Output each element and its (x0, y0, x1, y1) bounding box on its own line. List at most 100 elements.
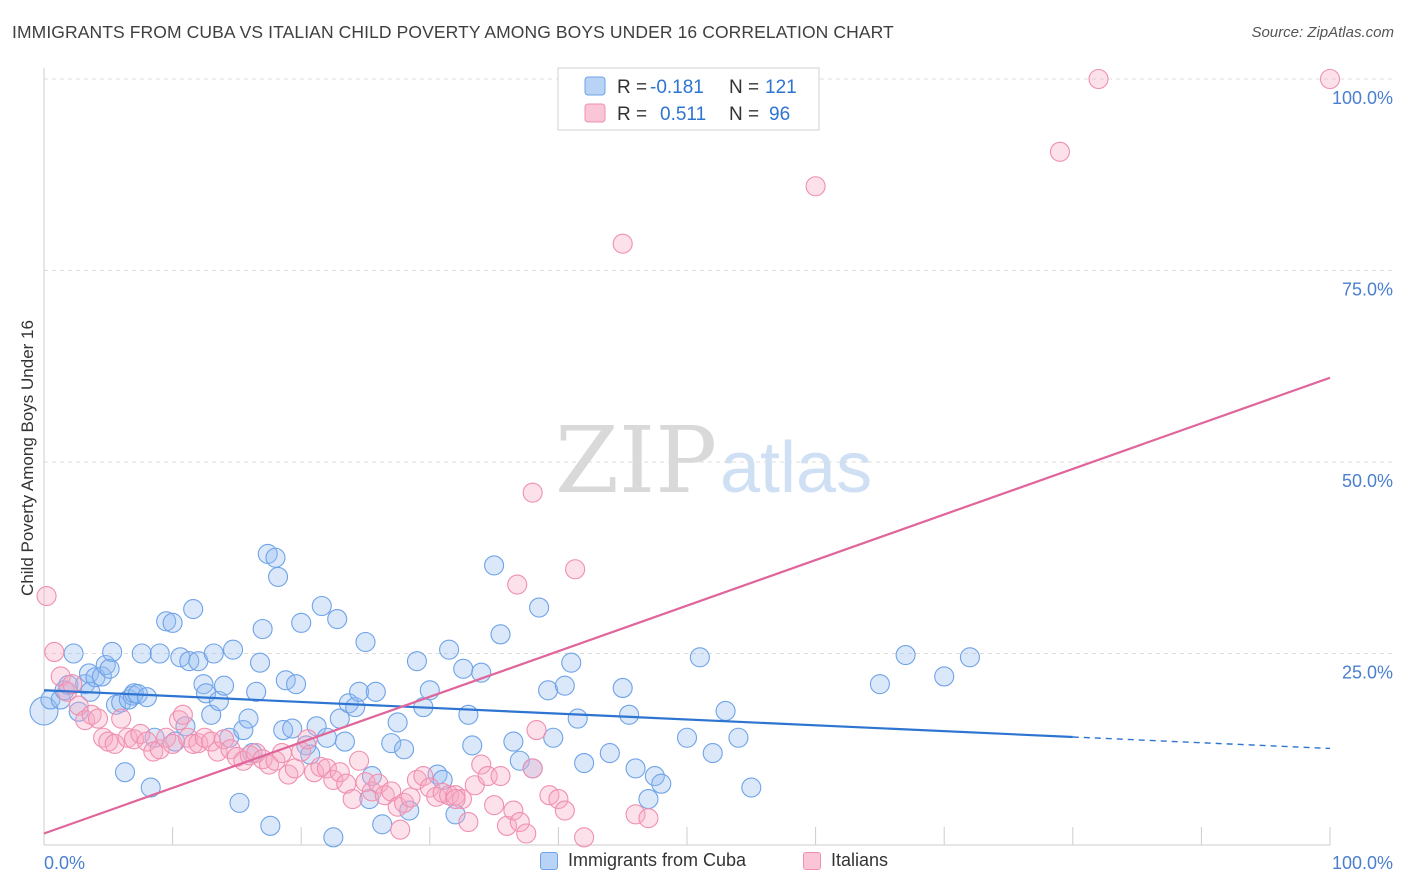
data-point (522, 482, 543, 503)
data-point (213, 729, 235, 750)
data-point (99, 658, 120, 679)
data-point (172, 704, 193, 725)
data-point (345, 697, 366, 718)
data-point (81, 704, 102, 725)
legend-r-label-cuba: R = (617, 77, 647, 98)
trendline-cuba (43, 689, 1073, 739)
y-tick-label: 50.0% (1342, 471, 1393, 491)
data-point (715, 700, 736, 722)
data-point (36, 585, 57, 607)
data-point (95, 654, 116, 676)
data-point (246, 681, 267, 702)
data-point (75, 710, 96, 731)
data-point (284, 758, 305, 779)
data-point (62, 674, 83, 695)
y-tick-label: 75.0% (1342, 280, 1393, 300)
data-point (869, 674, 890, 695)
data-point (394, 739, 415, 760)
data-point (741, 777, 762, 798)
data-point (381, 781, 402, 802)
y-axis-label: Child Poverty Among Boys Under 16 (18, 320, 37, 596)
data-point (278, 764, 299, 785)
data-point (188, 733, 209, 754)
data-point (503, 800, 524, 821)
data-point (156, 611, 177, 632)
data-point (168, 710, 190, 731)
data-point (561, 652, 582, 673)
data-point (233, 720, 254, 741)
data-point (554, 800, 575, 821)
data-point (323, 827, 344, 848)
data-point (406, 651, 427, 672)
data-point (260, 815, 281, 836)
data-point (702, 743, 723, 764)
bottom-legend: Immigrants from Cuba Italians (0, 850, 1406, 880)
data-point (484, 555, 505, 576)
data-point (1049, 141, 1070, 162)
data-point (895, 644, 916, 666)
data-point (63, 643, 84, 664)
data-point (372, 814, 393, 835)
data-point (304, 762, 325, 783)
data-point (496, 815, 518, 836)
data-point (349, 750, 370, 771)
data-point (91, 666, 112, 687)
data-point (445, 788, 466, 810)
data-point (565, 559, 586, 580)
legend-n-label-italians: N = (729, 104, 759, 125)
tick-labels: 25.0% 50.0% 75.0% 100.0% 0.0% 100.0% (44, 88, 1393, 873)
legend-swatch-cuba (584, 76, 606, 96)
data-point (413, 766, 434, 787)
data-point (453, 658, 474, 679)
legend-n-value-cuba: 121 (765, 77, 797, 98)
bottom-legend-label-italians: Italians (831, 850, 889, 870)
data-point (117, 727, 138, 748)
data-point (1088, 68, 1109, 90)
x-tick-label: 0.0% (44, 853, 85, 873)
data-point (612, 233, 633, 254)
data-point (268, 566, 289, 587)
data-point (625, 758, 646, 779)
data-point (291, 612, 312, 633)
series-italians (36, 68, 1341, 848)
bottom-legend-item-italians: Italians (803, 850, 888, 871)
legend-n-value-italians: 96 (769, 104, 790, 125)
data-point (229, 792, 250, 813)
data-point (805, 176, 826, 197)
data-point (311, 595, 332, 617)
data-point (246, 743, 267, 764)
chart-title: IMMIGRANTS FROM CUBA VS ITALIAN CHILD PO… (12, 22, 894, 42)
data-point (238, 708, 259, 729)
y-tick-label: 25.0% (1342, 663, 1393, 683)
data-point (390, 819, 411, 840)
data-point (400, 787, 421, 808)
data-point (87, 708, 109, 729)
data-point (574, 827, 595, 848)
data-point (406, 769, 427, 790)
data-point (44, 641, 65, 663)
legend-r-value-italians: 0.511 (660, 104, 706, 125)
data-point (203, 643, 224, 664)
data-point (529, 597, 550, 618)
data-point (490, 624, 511, 645)
legend-r-label-italians: R = (617, 104, 647, 125)
data-point (612, 677, 633, 699)
data-point (676, 727, 698, 748)
data-point (282, 718, 303, 739)
data-point (104, 733, 125, 754)
data-point (365, 681, 386, 702)
data-point (249, 652, 271, 673)
data-point (183, 599, 204, 620)
data-point (509, 750, 530, 771)
data-point (484, 795, 505, 816)
data-point (316, 758, 337, 779)
y-tick-label: 100.0% (1332, 88, 1393, 108)
data-point (548, 788, 569, 810)
data-point (516, 823, 537, 844)
data-point (625, 804, 646, 825)
watermark: ZIP atlas (555, 407, 872, 514)
data-point (162, 733, 183, 754)
x-tick-label: 100.0% (1332, 853, 1393, 873)
data-point (329, 762, 350, 783)
data-point (368, 773, 389, 794)
